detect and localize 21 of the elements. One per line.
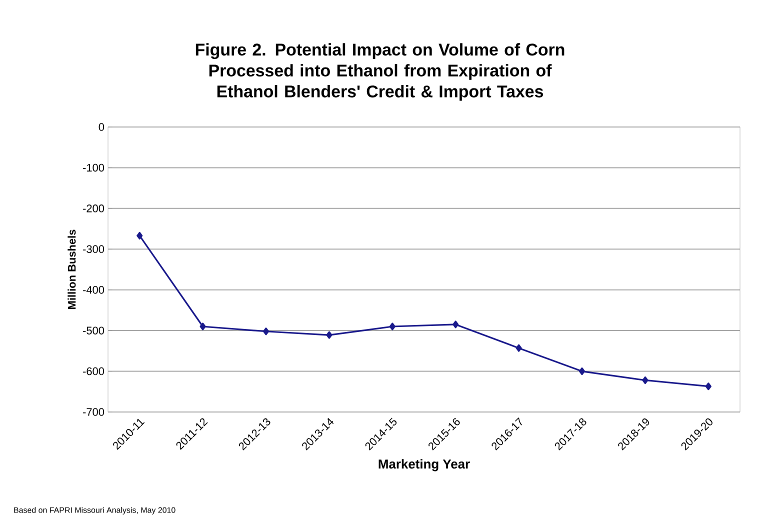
x-axis-title: Marketing Year [378,459,470,472]
point [326,331,332,339]
y-tick-label: -100 [83,164,104,172]
y-tick-label: -700 [83,408,104,416]
point [389,322,396,330]
y-tick-label: -500 [83,326,104,334]
point [200,322,206,330]
y-tick-label: -400 [83,286,104,294]
y-tick-label: -200 [83,204,104,212]
y-tick-label: -300 [83,245,104,254]
y-tick-label: -600 [83,367,104,376]
y-tick-label: 0 [98,123,104,131]
chart-title: Figure 2. Potential Impact on Volume of Corn Processed into Ethanol from Expiration of Ethanol Blenders' Credit & Import Taxes [196,43,564,101]
point [136,232,143,240]
point [578,367,586,376]
point [642,376,648,384]
point [262,328,270,336]
point [705,382,712,390]
point [516,344,522,352]
point [452,320,459,328]
y-axis-title: Million Bushels [68,230,76,309]
